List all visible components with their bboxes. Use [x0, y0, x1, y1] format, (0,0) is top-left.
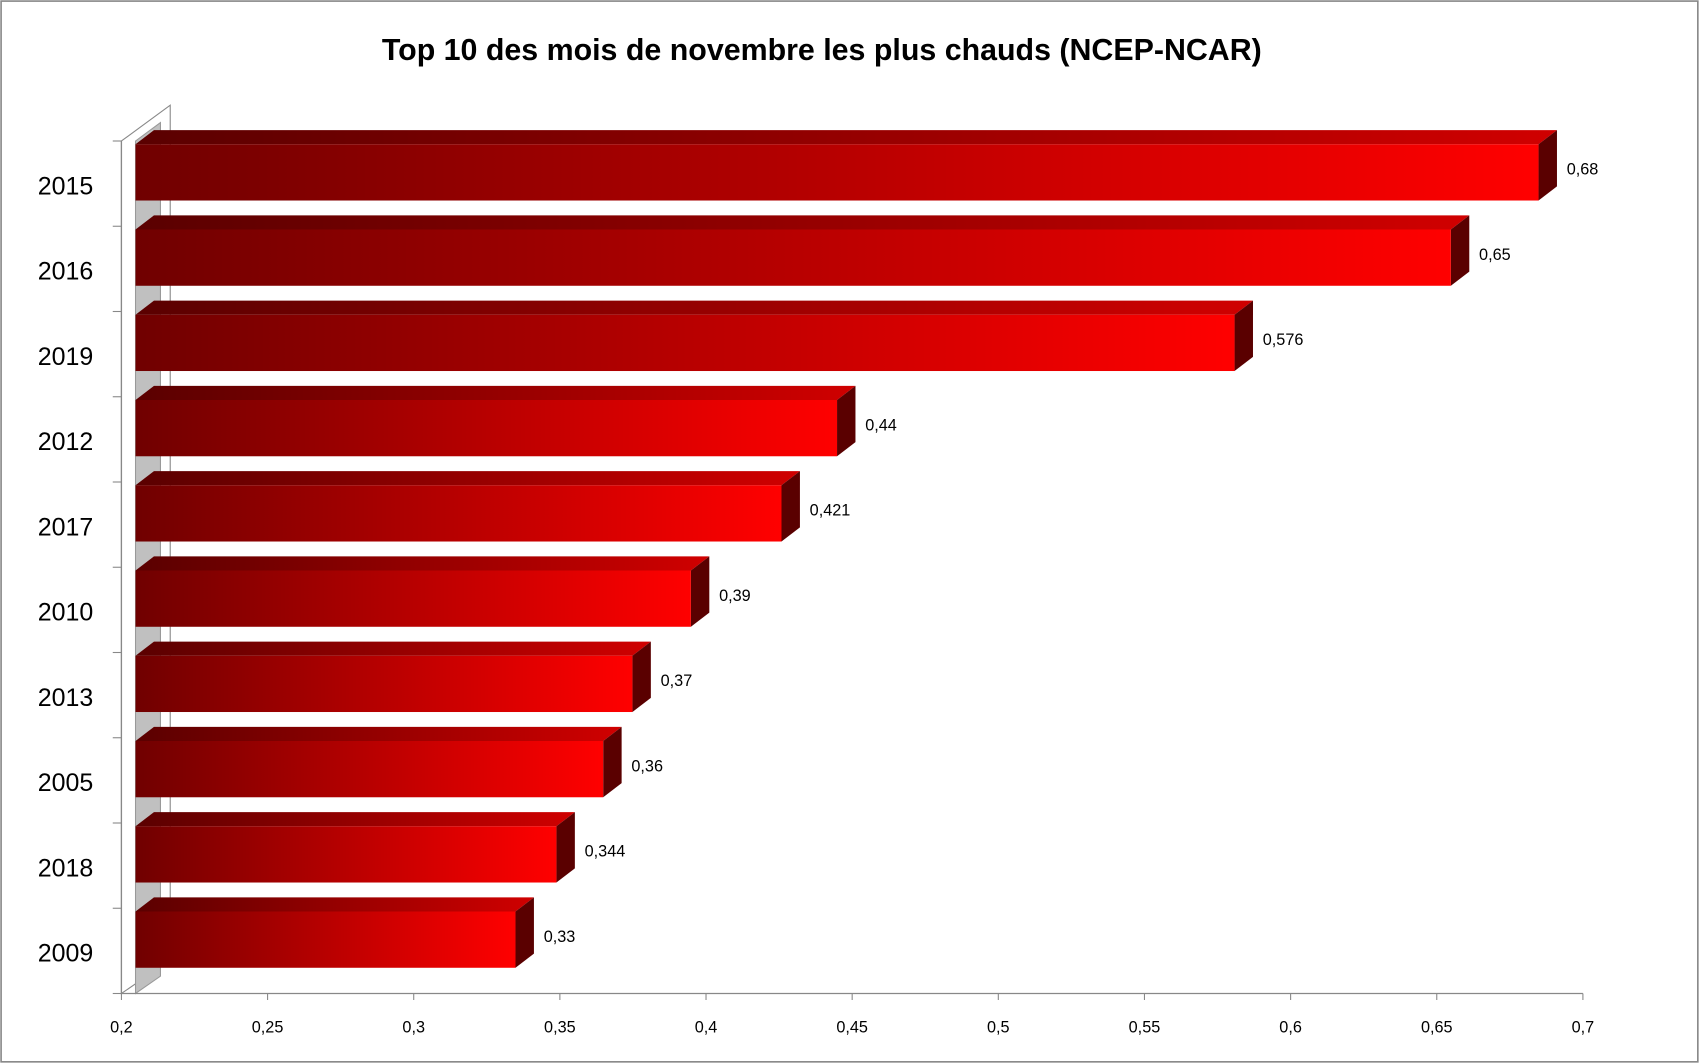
- bar-top: [135, 812, 575, 827]
- bar-top: [135, 215, 1470, 230]
- bar-top: [135, 726, 622, 742]
- chart-title: Top 10 des mois de novembre les plus cha…: [382, 34, 1262, 67]
- y-tick-label: 2009: [38, 940, 93, 968]
- x-tick-label: 0,65: [1421, 1019, 1453, 1037]
- value-label: 0,65: [1479, 246, 1511, 264]
- x-tick-label: 0,55: [1129, 1019, 1161, 1037]
- bar-top: [135, 471, 800, 486]
- y-tick-label: 2019: [38, 343, 93, 371]
- x-tick-label: 0,7: [1572, 1019, 1595, 1037]
- bar: [135, 570, 691, 627]
- value-label: 0,36: [631, 757, 663, 775]
- y-tick-label: 2015: [38, 172, 93, 200]
- bar: [135, 826, 557, 883]
- bar-side: [556, 812, 575, 883]
- bar-side: [837, 385, 856, 457]
- x-tick-label: 0,5: [987, 1019, 1010, 1037]
- x-tick-label: 0,2: [110, 1019, 133, 1037]
- value-label: 0,37: [661, 672, 693, 690]
- y-tick-label: 2018: [38, 854, 93, 882]
- bar: [135, 741, 604, 798]
- value-label: 0,44: [865, 416, 897, 434]
- y-tick-label: 2012: [38, 428, 93, 456]
- value-label: 0,344: [585, 843, 626, 861]
- y-tick-label: 2016: [38, 258, 93, 286]
- bar-side: [632, 641, 651, 713]
- x-tick-label: 0,4: [695, 1019, 718, 1037]
- x-tick-label: 0,6: [1279, 1019, 1302, 1037]
- bar-side: [515, 897, 534, 968]
- bar-top: [135, 385, 856, 401]
- bar: [135, 229, 1451, 286]
- bar-side: [1234, 300, 1253, 372]
- bar-side: [781, 471, 800, 542]
- bar: [135, 400, 838, 457]
- y-tick-label: 2013: [38, 684, 93, 712]
- bar-top: [135, 300, 1253, 315]
- value-label: 0,39: [719, 587, 751, 605]
- value-label: 0,33: [544, 928, 576, 946]
- value-label: 0,576: [1263, 331, 1304, 349]
- x-tick-label: 0,25: [252, 1019, 284, 1037]
- bar-top: [135, 556, 710, 571]
- bar: [135, 911, 516, 968]
- bar-side: [1538, 130, 1557, 201]
- bar: [135, 655, 633, 713]
- x-tick-label: 0,45: [836, 1019, 868, 1037]
- x-tick-label: 0,35: [544, 1019, 576, 1037]
- y-tick-label: 2017: [38, 513, 93, 541]
- bar: [135, 485, 782, 542]
- y-tick-label: 2010: [38, 599, 93, 627]
- bar-side: [603, 726, 622, 798]
- bar-side: [1450, 215, 1470, 286]
- y-tick-label: 2005: [38, 769, 93, 797]
- bar-top: [135, 897, 534, 912]
- value-label: 0,68: [1567, 161, 1599, 179]
- bar-side: [690, 556, 710, 627]
- bar: [135, 314, 1235, 372]
- value-label: 0,421: [810, 502, 851, 520]
- bar-top: [135, 641, 651, 656]
- bar-top: [135, 130, 1557, 145]
- bar: [135, 144, 1539, 201]
- x-tick-label: 0,3: [402, 1019, 425, 1037]
